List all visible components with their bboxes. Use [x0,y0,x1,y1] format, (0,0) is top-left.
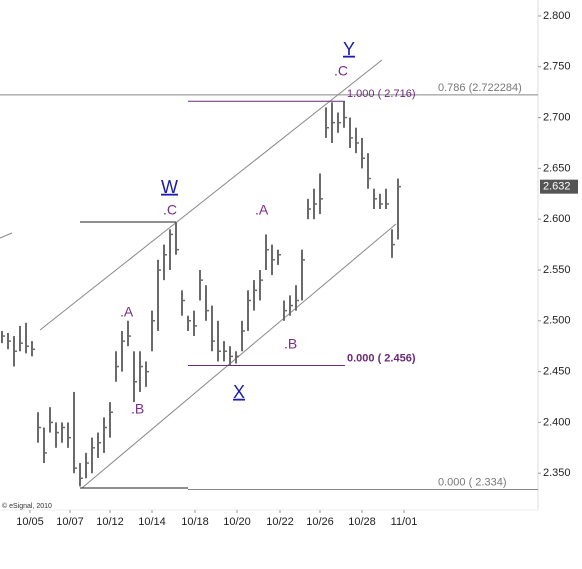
wave-label: .C [334,63,348,79]
x-tick-label: 10/14 [138,516,166,528]
x-tick-label: 10/12 [96,516,124,528]
y-tick-label: 2.750 [543,61,571,73]
x-tick-label: 10/28 [348,516,376,528]
fib-label: 0.786 (2.722284) [438,82,522,94]
x-tick-label: 11/01 [391,516,418,528]
copyright: © eSignal, 2010 [2,502,52,510]
y-tick-label: 2.700 [543,111,571,123]
wave-label: .C [163,202,177,218]
y-tick-label: 2.600 [543,213,571,225]
wave-label: Y [343,39,355,59]
fib-label: 0.000 ( 2.334) [438,476,507,488]
fib-label: 0.000 ( 2.456) [347,352,416,364]
x-tick-label: 10/05 [16,516,44,528]
wave-label: .B [284,336,297,352]
wave-label: X [233,382,245,402]
x-tick-label: 10/26 [306,516,334,528]
x-tick-label: 10/07 [56,516,84,528]
last-price-label: 2.632 [543,181,571,193]
x-tick-label: 10/22 [266,516,294,528]
y-tick-label: 2.650 [543,162,571,174]
y-tick-label: 2.350 [543,467,571,479]
y-tick-label: 2.400 [543,416,571,428]
x-tick-label: 10/20 [223,516,251,528]
fib-label: 1.000 ( 2.716) [347,88,416,100]
x-tick-label: 10/18 [181,516,209,528]
y-tick-label: 2.800 [543,10,571,22]
channel-fragment [0,232,13,239]
upper-channel [39,59,383,331]
wave-label: .A [120,304,134,320]
wave-label: .B [131,401,144,417]
y-tick-label: 2.450 [543,366,571,378]
y-tick-label: 2.500 [543,315,571,327]
last-price-box [540,179,578,194]
wave-label: .A [255,202,269,218]
wave-label: W [161,177,178,197]
y-tick-label: 2.550 [543,264,571,276]
